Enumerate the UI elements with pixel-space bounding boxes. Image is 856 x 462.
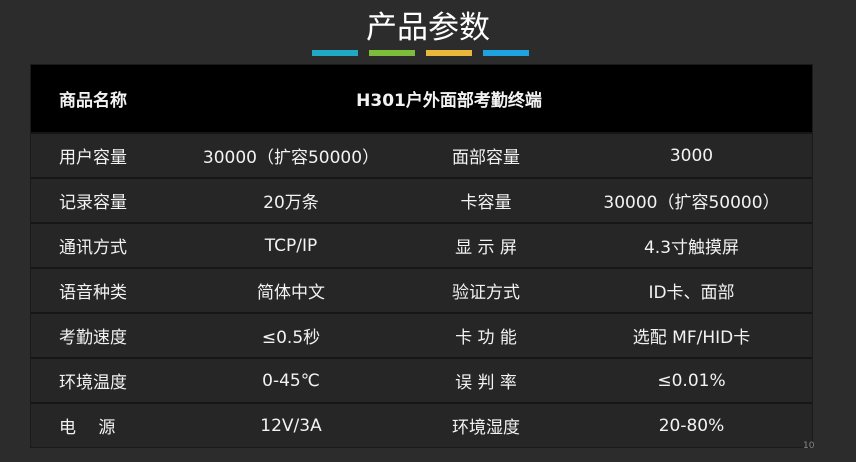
spec-value: 0-45℃ [262,370,320,391]
spec-label: 卡容量 [460,193,512,213]
accent-bar [369,50,415,56]
spec-value: 30000（扩容50000） [603,193,780,213]
spec-value: ≤0.5秒 [261,328,321,348]
spec-value: 3000 [669,145,714,166]
spec-label: 误 判 率 [455,373,517,393]
spec-value: 12V/3A [260,415,322,436]
spec-label: 通讯方式 [59,238,127,258]
table-header: 商品名称 H301户外面部考勤终端 [31,65,812,132]
spec-label: 环境湿度 [452,418,520,438]
spec-value: 30000（扩容50000） [202,148,380,168]
spec-label: 记录容量 [59,193,127,213]
spec-label: 考勤速度 [59,328,127,348]
spec-label: 环境温度 [59,373,127,393]
spec-label: 用户容量 [59,148,127,168]
product-label: 商品名称 [59,91,127,111]
table-row: 通讯方式 TCP/IP 显 示 屏 4.3寸触摸屏 [31,222,812,267]
spec-label: 面部容量 [452,148,520,168]
page-number: 10 [803,441,815,451]
spec-value: ID卡、面部 [648,283,735,303]
spec-value: 20-80% [658,415,725,436]
accent-bar [312,50,358,56]
spec-label: 验证方式 [452,283,520,303]
spec-value: 4.3寸触摸屏 [643,238,740,258]
table-row: 语音种类 简体中文 验证方式 ID卡、面部 [31,267,812,312]
spec-label: 电 源 [59,418,116,438]
spec-label: 显 示 屏 [455,238,517,258]
accent-bar [426,50,472,56]
accent-bar [483,50,529,56]
spec-value: 选配 MF/HID卡 [632,328,751,348]
table-row: 电 源 12V/3A 环境湿度 20-80% [31,402,812,447]
accent-bars [312,50,529,56]
spec-value: ≤0.01% [657,370,726,391]
table-row: 考勤速度 ≤0.5秒 卡 功 能 选配 MF/HID卡 [31,312,812,357]
product-value: H301户外面部考勤终端 [356,91,542,111]
spec-table: 商品名称 H301户外面部考勤终端 用户容量 30000（扩容50000） 面部容量… [30,64,813,448]
spec-label: 卡 功 能 [455,328,517,348]
table-row: 环境温度 0-45℃ 误 判 率 ≤0.01% [31,357,812,402]
spec-value: TCP/IP [264,235,318,256]
table-row: 记录容量 20万条 卡容量 30000（扩容50000） [31,177,812,222]
spec-value: 20万条 [263,193,319,213]
spec-value: 简体中文 [257,283,325,303]
spec-label: 语音种类 [59,283,127,303]
table-row: 用户容量 30000（扩容50000） 面部容量 3000 [31,132,812,177]
page-title: 产品参数 [366,10,490,46]
